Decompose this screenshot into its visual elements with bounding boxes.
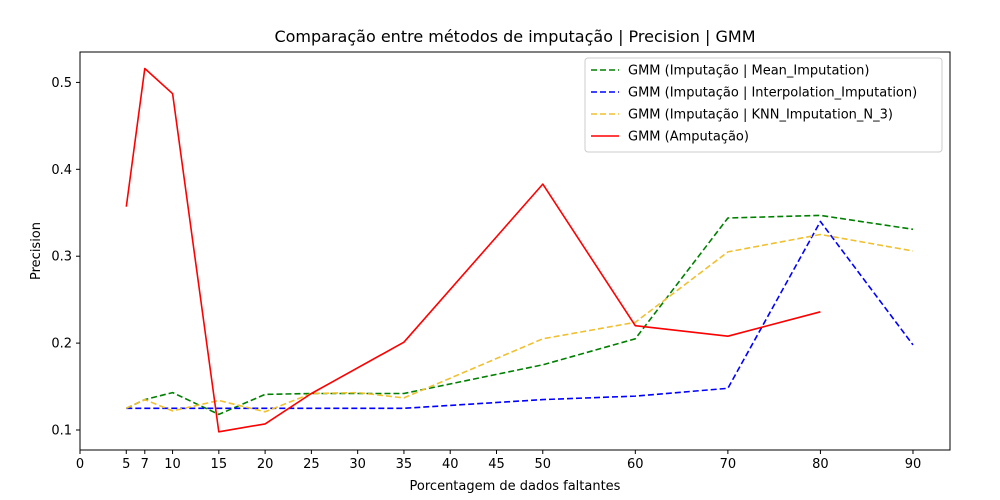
series-line-2 <box>126 220 914 410</box>
x-tick-label: 10 <box>164 457 181 472</box>
y-tick-label: 0.1 <box>51 424 72 439</box>
x-tick-label: 90 <box>905 457 922 472</box>
legend: GMM (Imputação | Mean_Imputation) GMM (Im… <box>584 57 943 153</box>
series-line-4 <box>125 67 821 433</box>
legend-label: GMM (Imputação | Interpolation_Imputatio… <box>628 86 917 101</box>
x-tick-label: 25 <box>303 457 320 472</box>
y-tick-label: 0.3 <box>51 250 72 265</box>
y-axis-ticks: 0.1 0.2 0.3 0.4 0.5 <box>51 76 80 439</box>
series-line-3 <box>125 233 914 413</box>
x-tick-label: 30 <box>349 457 366 472</box>
legend-box <box>584 57 943 153</box>
y-axis-title: Precision <box>29 222 44 280</box>
x-tick-label: 20 <box>257 457 274 472</box>
x-tick-label: 35 <box>396 457 413 472</box>
x-tick-label: 7 <box>141 457 149 472</box>
x-tick-label: 0 <box>76 457 84 472</box>
x-tick-label: 60 <box>627 457 644 472</box>
x-axis-title: Porcentagem de dados faltantes <box>410 479 621 494</box>
y-tick-label: 0.4 <box>51 163 72 178</box>
chart-title: Comparação entre métodos de imputação | … <box>274 27 755 46</box>
x-tick-label: 80 <box>812 457 829 472</box>
y-tick-label: 0.5 <box>51 76 72 91</box>
plot-series-group <box>125 67 914 433</box>
y-tick-label: 0.2 <box>51 337 72 352</box>
legend-label: GMM (Amputação) <box>628 130 749 145</box>
legend-label: GMM (Imputação | Mean_Imputation) <box>628 64 869 79</box>
x-axis-ticks: 0 5 7 10 15 20 25 30 35 40 45 50 60 70 80 90 <box>76 450 921 472</box>
x-tick-label: 50 <box>534 457 551 472</box>
x-tick-label: 45 <box>488 457 505 472</box>
x-tick-label: 70 <box>720 457 737 472</box>
series-line-1 <box>125 214 914 416</box>
x-tick-label: 5 <box>122 457 130 472</box>
plot-frame <box>79 51 951 451</box>
x-tick-label: 40 <box>442 457 459 472</box>
x-tick-label: 15 <box>211 457 228 472</box>
legend-label: GMM (Imputação | KNN_Imputation_N_3) <box>628 108 893 123</box>
